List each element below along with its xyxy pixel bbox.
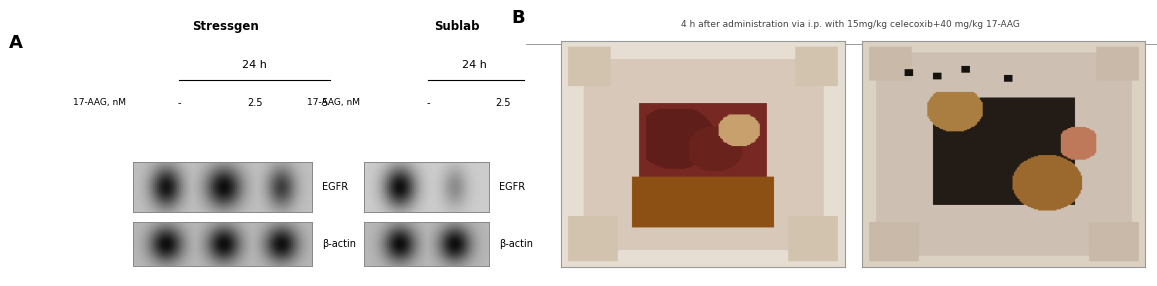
Text: Sublab: Sublab <box>434 20 480 33</box>
Text: β-actin: β-actin <box>499 239 532 249</box>
Text: 17-AAG, nM: 17-AAG, nM <box>307 98 360 108</box>
Text: A: A <box>9 34 23 52</box>
Text: -: - <box>177 98 182 108</box>
Text: B: B <box>511 9 525 27</box>
Text: 17-AAG, nM: 17-AAG, nM <box>73 98 126 108</box>
Text: 5: 5 <box>320 98 327 108</box>
Text: 4 h after administration via i.p. with 15mg/kg celecoxib+40 mg/kg 17-AAG: 4 h after administration via i.p. with 1… <box>681 20 1019 29</box>
Text: β-actin: β-actin <box>322 239 355 249</box>
Text: EGFR: EGFR <box>322 182 348 192</box>
Text: -: - <box>426 98 430 108</box>
Text: Stressgen: Stressgen <box>192 20 259 33</box>
Text: 24 h: 24 h <box>242 60 267 70</box>
Text: 24 h: 24 h <box>462 60 487 70</box>
Text: EGFR: EGFR <box>499 182 525 192</box>
Text: 2.5: 2.5 <box>495 98 511 108</box>
Text: 2.5: 2.5 <box>246 98 263 108</box>
